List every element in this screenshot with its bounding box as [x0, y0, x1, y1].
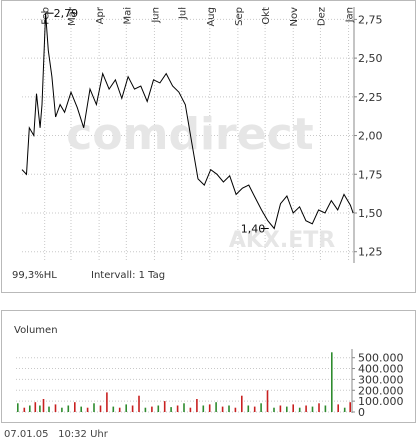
price-x-tick-label: Sep	[234, 7, 245, 26]
volume-bar	[305, 405, 307, 412]
volume-bar	[39, 405, 41, 412]
volume-bar	[170, 407, 172, 412]
volume-bar	[118, 407, 121, 412]
price-y-tick-label: 2,25	[358, 91, 383, 104]
volume-bar	[144, 407, 147, 412]
price-x-axis: Feb Mär Apr Mai Jun Jul Aug Sep Okt Nov Dez Jan	[41, 6, 356, 26]
price-y-tick-label: 1,75	[358, 168, 383, 181]
volume-chart-panel: 500.000 400.000 300.000 200.000 100.000 0	[1, 310, 416, 423]
volume-bar	[86, 407, 89, 412]
volume-bar	[266, 390, 269, 412]
volume-bar	[279, 405, 282, 412]
price-x-tick-label: Mär	[67, 6, 78, 26]
price-x-tick-label: Jul	[178, 7, 189, 20]
footer-date: 07.01.05	[4, 429, 49, 440]
volume-bar	[67, 405, 70, 412]
volume-bar	[260, 403, 262, 412]
volume-grid	[16, 349, 355, 413]
hl-indicator: 99,3%HL	[12, 270, 57, 281]
volume-bar	[196, 399, 198, 412]
volume-bar	[324, 405, 327, 412]
timestamp: 07.01.05 10:32 Uhr	[4, 429, 108, 440]
volume-bar	[131, 405, 134, 412]
volume-bar	[151, 406, 153, 412]
volume-bar	[208, 404, 211, 412]
interval-label: Intervall: 1 Tag	[91, 270, 166, 281]
annotation-high-label: 2,79	[54, 7, 79, 20]
volume-bar	[42, 399, 45, 412]
volume-y-tick-label: 500.000	[358, 352, 404, 365]
volume-bar	[125, 404, 127, 412]
volume-bar	[138, 395, 140, 412]
price-y-tick-label: 1,25	[358, 246, 383, 259]
volume-y-tick-label: 200.000	[358, 384, 404, 397]
price-y-axis: 2,75 2,50 2,25 2,00 1,75 1,50 1,25	[358, 13, 383, 258]
price-x-tick-label: Mai	[122, 7, 133, 25]
volume-bar	[247, 405, 250, 412]
price-x-tick-label: Jun	[150, 7, 161, 24]
volume-bar	[292, 404, 294, 412]
volume-bar	[29, 405, 31, 412]
volume-bar	[343, 407, 346, 412]
volume-bar	[241, 395, 243, 412]
footer-time: 10:32 Uhr	[58, 429, 108, 440]
price-y-tick-label: 2,50	[358, 52, 383, 65]
volume-bar	[228, 405, 230, 412]
volume-bar	[215, 402, 217, 412]
price-x-tick-label: Dez	[316, 7, 327, 26]
volume-bar	[189, 407, 192, 412]
price-annotations: 2,79 1,40	[45, 7, 269, 235]
watermark-symbol: AKX.ETR	[229, 228, 335, 253]
volume-bar	[349, 402, 351, 412]
volume-bar	[176, 405, 179, 412]
volume-bar	[99, 405, 102, 412]
volume-bars	[17, 352, 351, 412]
price-y-tick-label: 2,75	[358, 13, 383, 26]
volume-bar	[80, 406, 82, 412]
volume-bar	[48, 406, 50, 412]
volume-bar	[106, 392, 108, 412]
volume-bar	[298, 407, 301, 412]
volume-bar	[61, 407, 63, 412]
volume-bar	[273, 407, 275, 412]
volume-bar	[112, 406, 115, 412]
price-series-line	[21, 13, 354, 230]
volume-y-tick-label: 300.000	[358, 373, 404, 386]
price-y-tick-label: 2,00	[358, 130, 383, 143]
volume-y-tick-label: 100.000	[358, 395, 404, 408]
price-x-tick-label: Aug	[206, 7, 217, 27]
price-x-tick-label: Okt	[261, 7, 272, 25]
price-chart: comdirect AKX.ETR Feb Mär Apr Mai Jun Jul Aug S…	[21, 6, 383, 263]
volume-bar	[234, 407, 237, 412]
volume-bar	[157, 405, 160, 412]
volume-bar	[54, 404, 57, 412]
volume-bar	[17, 403, 19, 412]
volume-y-tick-label: 400.000	[358, 363, 404, 376]
price-x-tick-label: Nov	[289, 7, 300, 27]
volume-bar	[93, 403, 95, 412]
volume-bar	[183, 403, 185, 412]
volume-bar	[318, 403, 320, 412]
price-chart-panel: comdirect AKX.ETR Feb Mär Apr Mai Jun Jul Aug S…	[1, 0, 416, 293]
volume-title: Volumen	[14, 325, 58, 336]
volume-bar	[74, 402, 76, 412]
volume-bar	[221, 406, 224, 412]
price-x-tick-label: Jan	[345, 7, 356, 23]
volume-y-tick-label: 0	[358, 406, 365, 419]
volume-bar	[23, 407, 26, 412]
volume-bar	[253, 406, 256, 412]
volume-bar	[34, 402, 37, 412]
price-x-tick-label: Apr	[95, 6, 106, 24]
volume-bar	[337, 404, 339, 412]
volume-bar	[202, 405, 205, 412]
volume-bar	[163, 401, 166, 412]
volume-bar	[311, 406, 314, 412]
annotation-low-label: 1,40	[241, 222, 266, 235]
volume-bar	[286, 406, 288, 412]
price-grid	[22, 7, 357, 263]
price-y-tick-label: 1,50	[358, 207, 383, 220]
volume-bar	[331, 352, 333, 412]
